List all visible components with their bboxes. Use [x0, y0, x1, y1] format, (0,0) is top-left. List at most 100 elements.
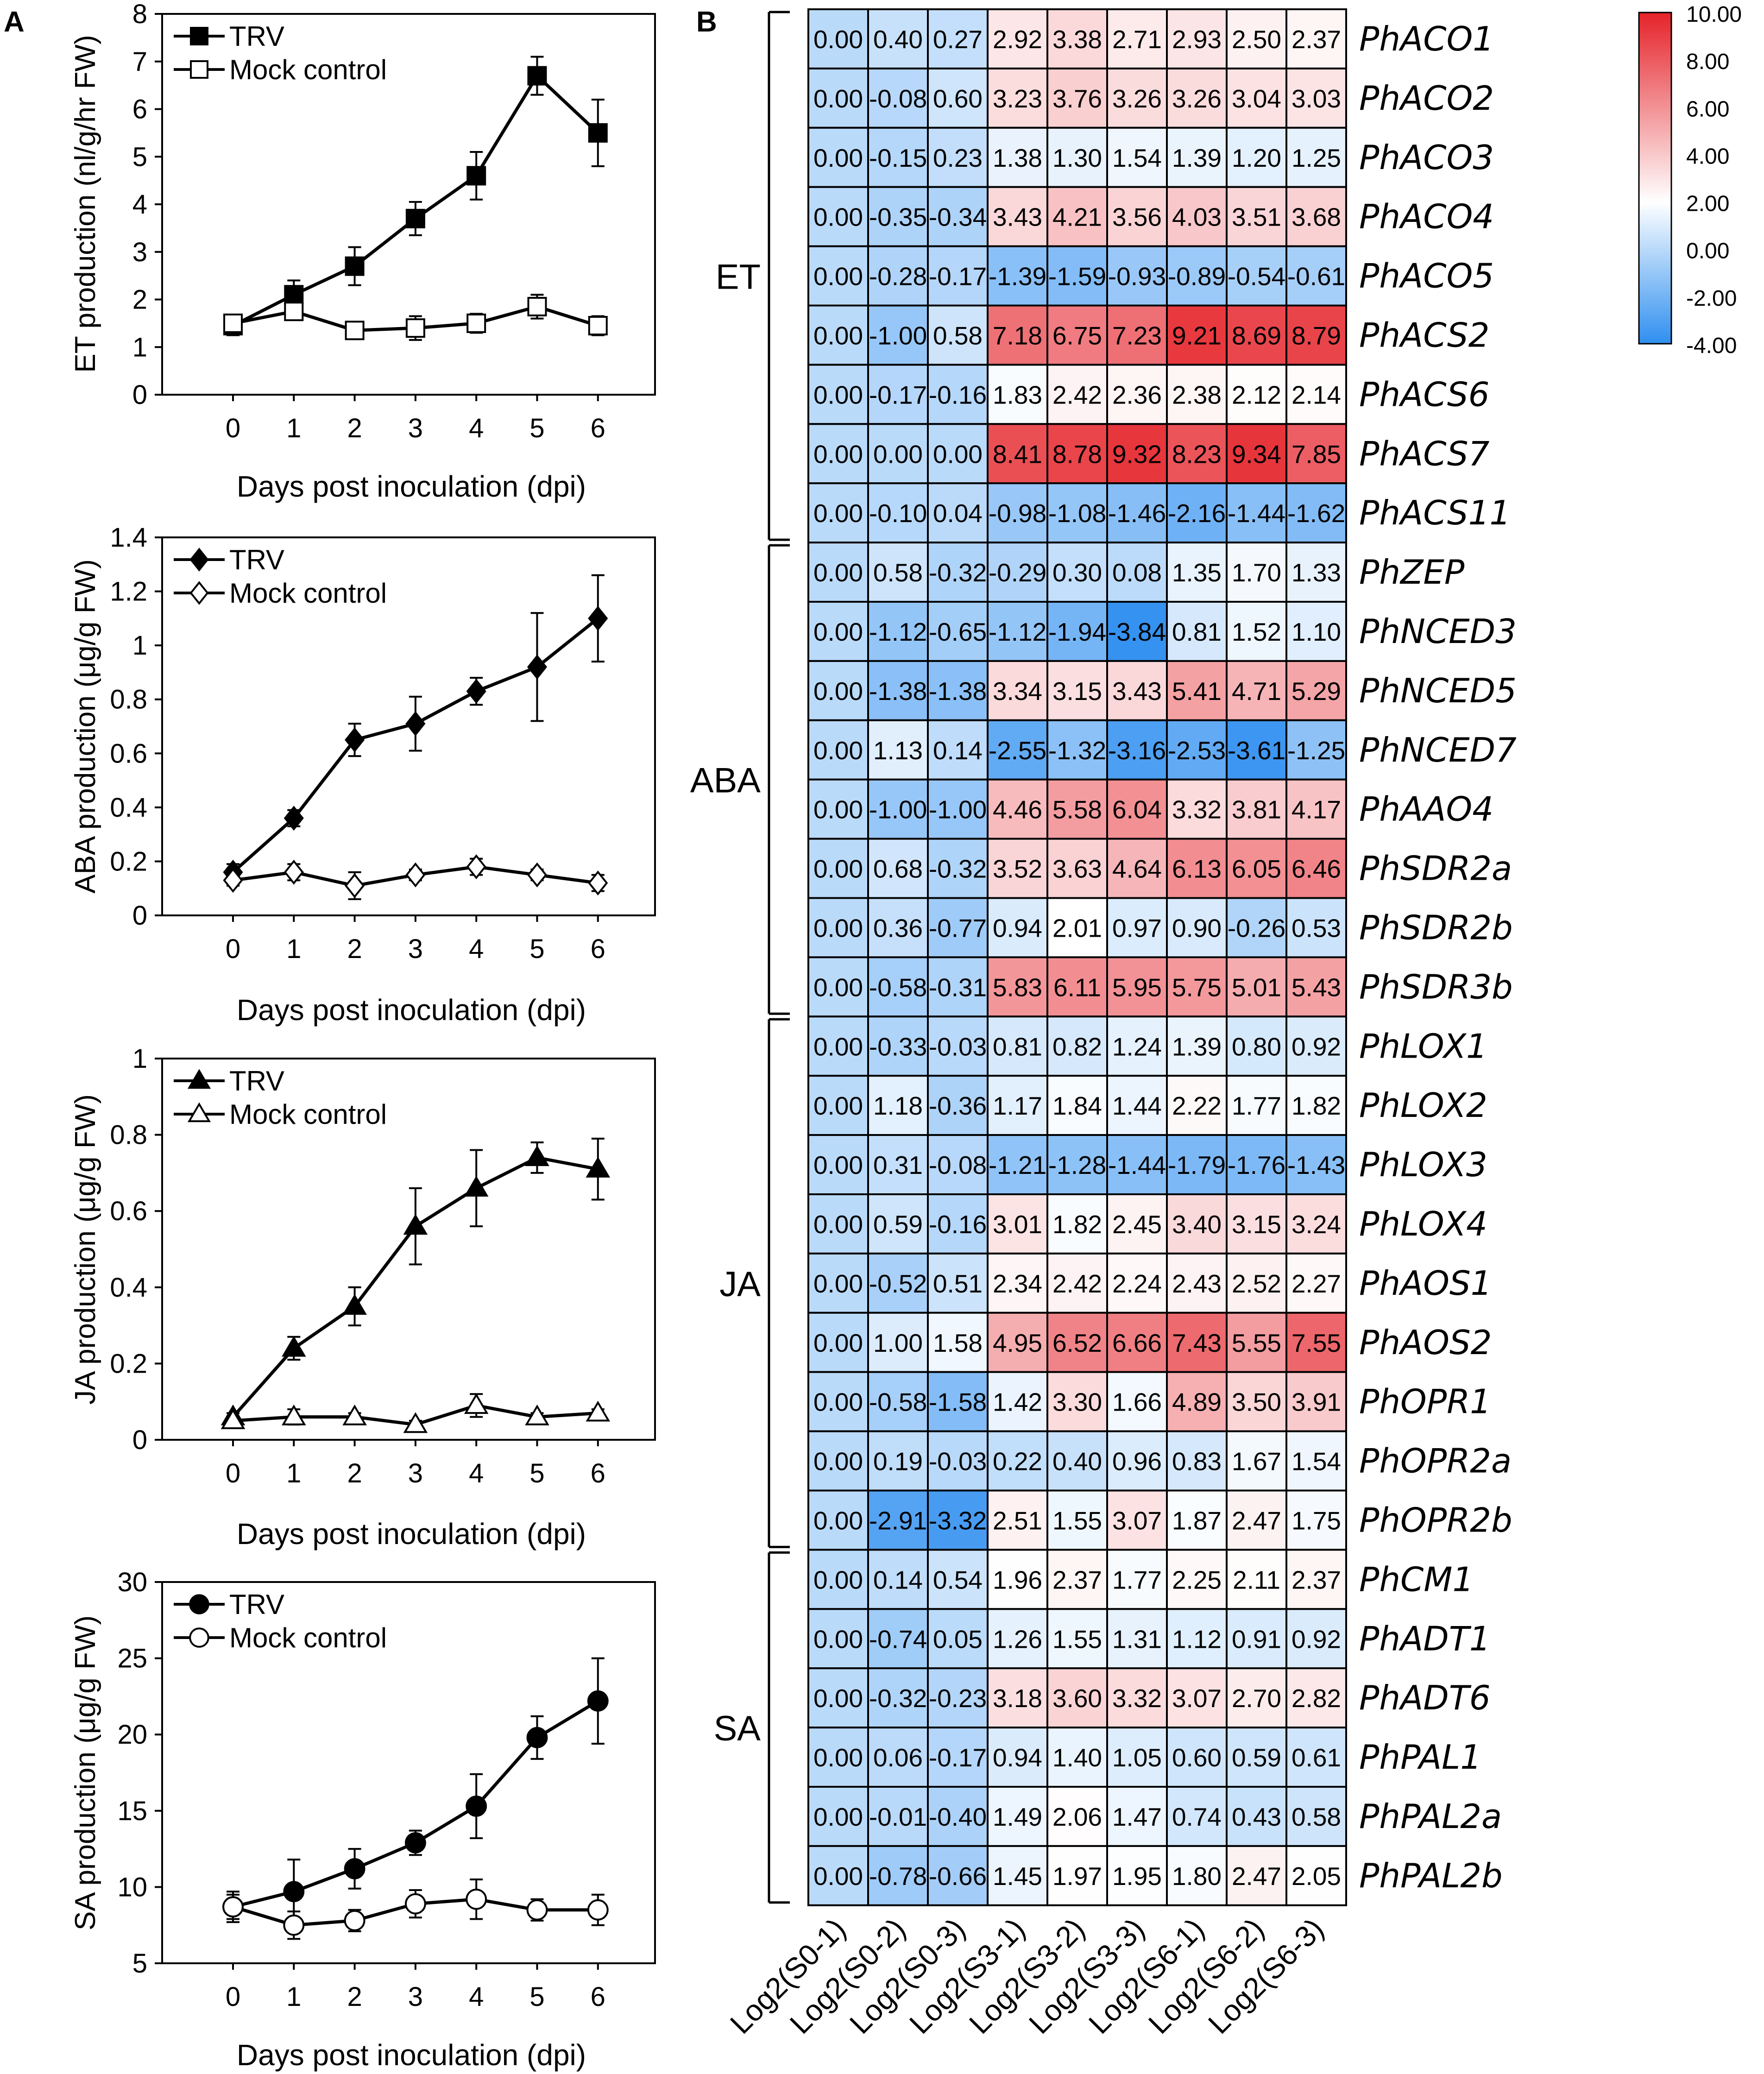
- data-point: [222, 1896, 244, 1918]
- gene-label: PhADT1: [1359, 1619, 1491, 1658]
- heatmap-cell-value: 0.00: [933, 440, 983, 468]
- heatmap-cell-value: 0.40: [1052, 1447, 1102, 1476]
- heatmap-cell-value: -0.32: [929, 558, 987, 587]
- heatmap-cell-value: 5.83: [993, 973, 1042, 1002]
- heatmap-cell: [807, 8, 869, 69]
- data-point: [466, 854, 486, 880]
- gene-label: PhLOX2: [1359, 1086, 1487, 1125]
- heatmap-cell: [927, 1134, 989, 1196]
- gene-label: PhSDR2a: [1359, 849, 1512, 888]
- heatmap-cell: [807, 364, 869, 425]
- heatmap-row-PhOPR2a: 0.00 0.19 -0.03 0.22 0.40 0.96 0.83 1.67 1.54 PhO…: [807, 1430, 1512, 1492]
- heatmap-cell-value: -0.32: [929, 855, 987, 883]
- y-tick-label: 0: [132, 1425, 147, 1455]
- heatmap-cell: [1285, 1134, 1347, 1196]
- heatmap-cell-value: 1.84: [1052, 1091, 1102, 1120]
- heatmap-cell-value: 4.89: [1172, 1388, 1222, 1417]
- heatmap-cell-value: 9.34: [1232, 440, 1281, 468]
- heatmap-cell: [987, 304, 1048, 366]
- heatmap-cell: [1106, 1371, 1168, 1432]
- heatmap-cell-value: -1.46: [1108, 499, 1166, 528]
- x-tick-label: 5: [529, 934, 544, 964]
- heatmap-cell-value: 2.37: [1052, 1565, 1102, 1594]
- data-point: [344, 1910, 365, 1931]
- heatmap-cell-value: 3.15: [1052, 677, 1102, 706]
- heatmap-cell: [1285, 482, 1347, 544]
- colorbar-tick-label: 10.00: [1686, 2, 1742, 27]
- heatmap-cell: [987, 126, 1048, 188]
- group-bracket-ja: JA: [719, 1018, 790, 1548]
- heatmap-cell: [987, 67, 1048, 129]
- heatmap-cell-value: -0.40: [929, 1803, 987, 1831]
- heatmap-row-PhSDR2a: 0.00 0.68 -0.32 3.52 3.63 4.64 6.13 6.05 6.46 PhS…: [807, 838, 1512, 899]
- legend-label: Mock control: [229, 578, 387, 609]
- data-point: [284, 859, 304, 885]
- heatmap-cell-value: 2.36: [1112, 380, 1162, 409]
- heatmap-row-PhNCED5: 0.00 -1.38 -1.38 3.34 3.15 3.43 5.41 4.71 5.29 Ph…: [807, 660, 1517, 721]
- heatmap-cell-value: 5.41: [1172, 677, 1222, 706]
- heatmap-cell: [987, 1608, 1048, 1670]
- heatmap-cell-value: 3.23: [993, 84, 1042, 113]
- heatmap-cell: [807, 1075, 869, 1136]
- y-tick-label: 0.6: [110, 1196, 147, 1226]
- y-tick-label: 3: [132, 237, 147, 267]
- heatmap-cell-value: 1.10: [1292, 618, 1341, 646]
- heatmap-cell-value: 3.04: [1232, 84, 1281, 113]
- heatmap-cell-value: -0.78: [869, 1862, 927, 1891]
- heatmap-cell-value: -1.21: [989, 1151, 1046, 1179]
- data-point: [466, 1796, 487, 1817]
- series-mock: [223, 854, 608, 901]
- heatmap-cell: [867, 1608, 929, 1670]
- legend-label: TRV: [229, 1589, 284, 1620]
- heatmap-cell-value: 3.43: [1112, 677, 1162, 706]
- heatmap-cell-value: 1.47: [1112, 1803, 1162, 1831]
- y-axis-title: ET production (nl/g/hr FW): [69, 35, 101, 372]
- y-tick-label: 1.4: [110, 523, 147, 553]
- heatmap-cell: [867, 1015, 929, 1077]
- heatmap-cell-value: -0.03: [929, 1447, 987, 1476]
- heatmap-row-PhACO3: 0.00 -0.15 0.23 1.38 1.30 1.54 1.39 1.20 1.25 PhA…: [807, 126, 1494, 188]
- heatmap-cell-value: 3.30: [1052, 1388, 1102, 1417]
- heatmap-cell-value: -0.16: [929, 380, 987, 409]
- x-tick-label: 4: [469, 413, 484, 443]
- heatmap-cell-value: 2.34: [993, 1269, 1042, 1298]
- heatmap-cell: [1285, 304, 1347, 366]
- heatmap-cell-value: 1.66: [1112, 1388, 1162, 1417]
- heatmap-cell: [1106, 482, 1168, 544]
- gene-label: PhPAL1: [1359, 1738, 1481, 1777]
- heatmap-cell-value: 1.30: [1052, 144, 1102, 172]
- heatmap-cell: [1226, 1075, 1287, 1136]
- heatmap-cell-value: 0.00: [813, 1743, 863, 1772]
- heatmap-cell: [1166, 1786, 1228, 1847]
- heatmap-cell-value: 0.00: [873, 440, 923, 468]
- heatmap-cell-value: -0.33: [869, 1032, 927, 1061]
- heatmap-cell-value: -0.17: [929, 1743, 987, 1772]
- data-point: [588, 316, 608, 336]
- heatmap-cell-value: 2.82: [1292, 1684, 1341, 1713]
- heatmap-cell: [987, 8, 1048, 69]
- plot-frame: [161, 536, 656, 916]
- heatmap-cell-value: 0.60: [1172, 1743, 1222, 1772]
- heatmap-cell: [867, 1786, 929, 1847]
- heatmap-cell: [927, 601, 989, 662]
- data-point: [282, 1336, 306, 1357]
- heatmap-cell-value: 1.44: [1112, 1091, 1162, 1120]
- legend-label: TRV: [229, 544, 284, 575]
- heatmap-cell-value: -0.32: [869, 1684, 927, 1713]
- heatmap-cell-value: 0.81: [993, 1032, 1042, 1061]
- heatmap-cell-value: 0.00: [813, 1625, 863, 1653]
- heatmap-cell: [1046, 8, 1108, 69]
- y-tick-label: 5: [132, 142, 147, 172]
- heatmap-cell-value: 2.38: [1172, 380, 1222, 409]
- heatmap-cell-value: 0.00: [813, 855, 863, 883]
- heatmap-cell-value: 0.00: [813, 144, 863, 172]
- heatmap-cell-value: 0.00: [813, 1091, 863, 1120]
- x-tick-label: 3: [408, 1982, 423, 2012]
- heatmap-cell: [1106, 67, 1168, 129]
- gene-label: PhPAL2a: [1359, 1797, 1502, 1836]
- heatmap-cell: [1226, 1371, 1287, 1432]
- heatmap-cell-value: 0.81: [1172, 618, 1222, 646]
- heatmap-cell: [1226, 1430, 1287, 1492]
- gene-label: PhACS6: [1359, 375, 1489, 414]
